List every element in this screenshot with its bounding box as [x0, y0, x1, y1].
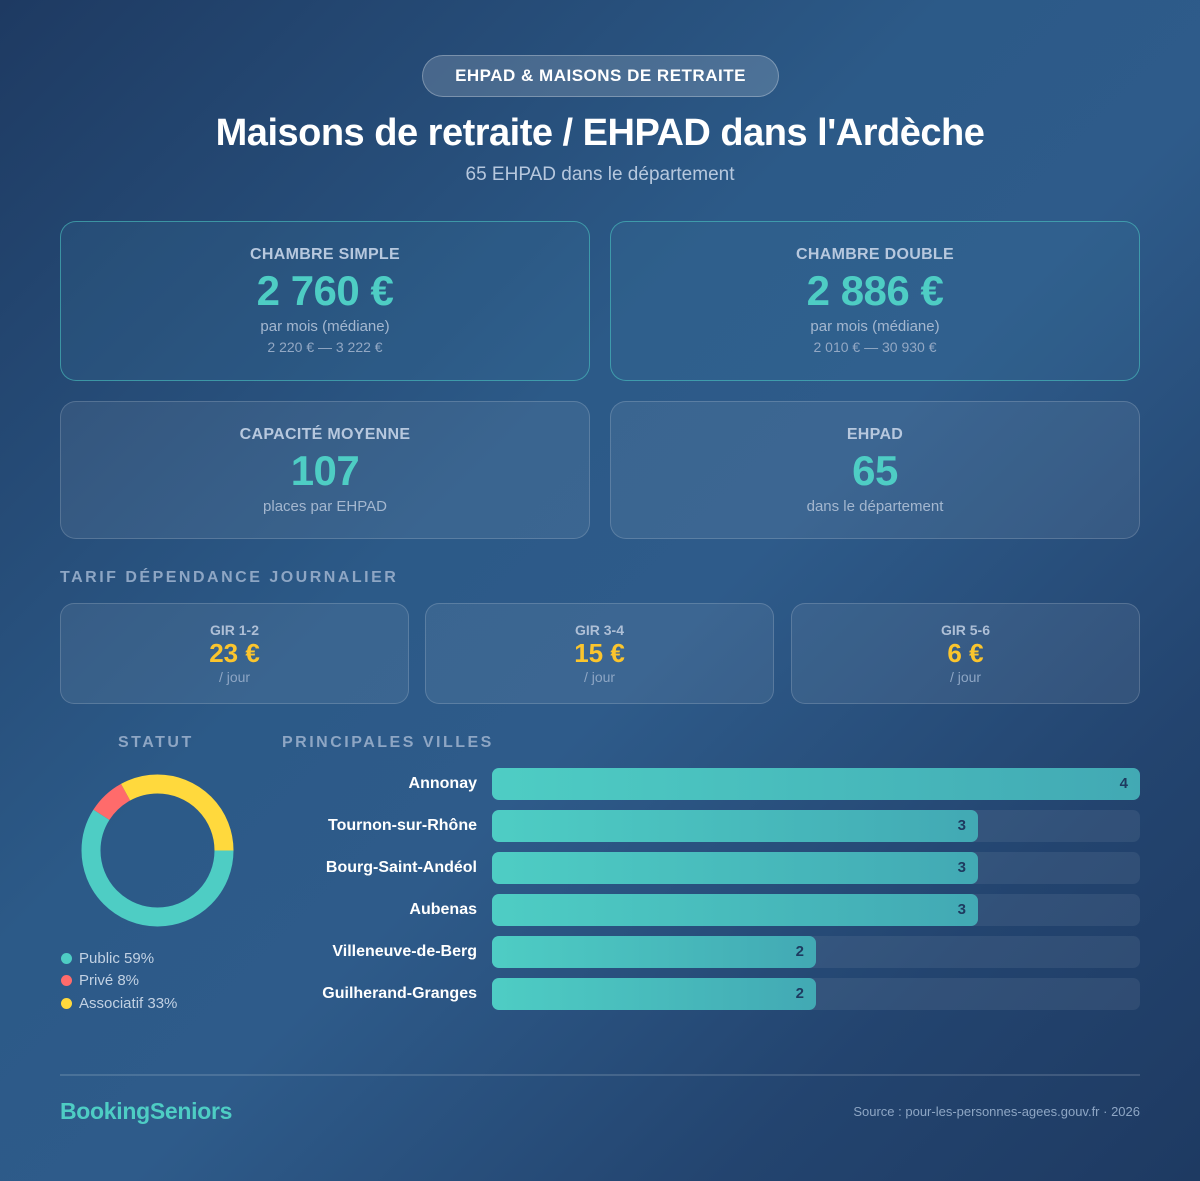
bar-row: Aubenas 3	[282, 894, 1140, 926]
stat-sublabel: dans le département	[806, 498, 944, 516]
statut-donut-chart	[81, 774, 234, 927]
bar-fill: 3	[492, 894, 978, 926]
gir-unit: / jour	[583, 669, 616, 686]
gir-value: 15 €	[574, 638, 625, 668]
stat-value: 2 760 €	[256, 267, 394, 314]
page-subtitle: 65 EHPAD dans le département	[465, 164, 735, 185]
statut-legend: Public 59% Privé 8% Associatif 33%	[60, 947, 177, 1015]
section-label-statut: STATUT	[118, 734, 194, 751]
gir-label: GIR 1-2	[209, 622, 259, 638]
bar-label: Aubenas	[409, 901, 477, 918]
legend-dot-icon	[61, 975, 72, 987]
bar-label: Villeneuve-de-Berg	[332, 943, 477, 960]
stat-value: 2 886 €	[806, 267, 944, 314]
stat-card-chambre-double: CHAMBRE DOUBLE 2 886 € par mois (médiane…	[610, 221, 1140, 381]
category-badge: EHPAD & MAISONS DE RETRAITE	[422, 55, 779, 97]
bar-label: Annonay	[408, 775, 477, 792]
legend-label: Privé 8%	[79, 972, 140, 990]
stat-card-capacite: CAPACITÉ MOYENNE 107 places par EHPAD	[60, 401, 590, 539]
gir-label: GIR 3-4	[574, 622, 624, 638]
gir-label: GIR 5-6	[940, 622, 990, 638]
stat-label: CHAMBRE SIMPLE	[250, 246, 400, 263]
bar-row: Annonay 4	[282, 768, 1140, 800]
bar-value: 4	[1119, 775, 1128, 792]
bar-track: 3	[492, 894, 1140, 926]
gir-card-5-6: GIR 5-6 6 € / jour	[791, 603, 1140, 704]
stat-sublabel: places par EHPAD	[263, 498, 387, 516]
stat-label: CAPACITÉ MOYENNE	[239, 426, 411, 443]
stat-value: 65	[852, 447, 898, 494]
gir-value: 23 €	[209, 638, 260, 668]
stat-label: EHPAD	[846, 426, 904, 443]
bar-value: 3	[957, 859, 966, 876]
bar-track: 3	[492, 852, 1140, 884]
stat-label: CHAMBRE DOUBLE	[796, 246, 954, 263]
legend-label: Associatif 33%	[79, 994, 178, 1012]
bar-label: Tournon-sur-Rhône	[327, 817, 477, 834]
section-label-villes: PRINCIPALES VILLES	[282, 734, 494, 751]
gir-unit: / jour	[218, 669, 251, 686]
bar-row: Villeneuve-de-Berg 2	[282, 936, 1140, 968]
legend-dot-icon	[61, 997, 72, 1009]
gir-card-1-2: GIR 1-2 23 € / jour	[60, 603, 409, 704]
brand-logo[interactable]: BookingSeniors	[60, 1098, 233, 1124]
bar-fill: 2	[492, 978, 816, 1010]
bar-track: 2	[492, 978, 1140, 1010]
bar-row: Bourg-Saint-Andéol 3	[282, 852, 1140, 884]
bar-track: 3	[492, 810, 1140, 842]
villes-bar-chart: Annonay 4 Tournon-sur-Rhône 3 Bourg-Sain…	[282, 768, 1140, 1020]
gir-unit: / jour	[949, 669, 982, 686]
stat-range: 2 220 € — 3 222 €	[267, 339, 383, 356]
bar-track: 4	[492, 768, 1140, 800]
legend-item-associatif: Associatif 33%	[60, 992, 177, 1015]
bar-fill: 3	[492, 852, 978, 884]
section-label-dependance: TARIF DÉPENDANCE JOURNALIER	[60, 569, 399, 586]
bar-label: Bourg-Saint-Andéol	[325, 859, 477, 876]
bar-value: 2	[795, 943, 804, 960]
bar-value: 3	[957, 817, 966, 834]
bar-fill: 4	[492, 768, 1140, 800]
stat-card-chambre-simple: CHAMBRE SIMPLE 2 760 € par mois (médiane…	[60, 221, 590, 381]
donut-segment-associatif	[81, 774, 234, 927]
gir-card-3-4: GIR 3-4 15 € / jour	[425, 603, 774, 704]
footer-divider	[60, 1074, 1140, 1076]
bar-row: Guilherand-Granges 2	[282, 978, 1140, 1010]
bar-row: Tournon-sur-Rhône 3	[282, 810, 1140, 842]
gir-value: 6 €	[947, 638, 984, 668]
bar-fill: 2	[492, 936, 816, 968]
stat-value: 107	[290, 447, 360, 494]
legend-item-prive: Privé 8%	[60, 970, 177, 993]
bar-track: 2	[492, 936, 1140, 968]
bar-value: 2	[795, 985, 804, 1002]
stat-sublabel: par mois (médiane)	[260, 318, 390, 336]
stat-card-ehpad-count: EHPAD 65 dans le département	[610, 401, 1140, 539]
bar-fill: 3	[492, 810, 978, 842]
stat-sublabel: par mois (médiane)	[810, 318, 940, 336]
legend-dot-icon	[61, 952, 72, 964]
bar-value: 3	[957, 901, 966, 918]
legend-label: Public 59%	[79, 949, 155, 967]
stat-range: 2 010 € — 30 930 €	[813, 339, 937, 356]
legend-item-public: Public 59%	[60, 947, 177, 970]
page-title: Maisons de retraite / EHPAD dans l'Ardèc…	[215, 112, 985, 154]
bar-label: Guilherand-Granges	[322, 985, 477, 1002]
source-text: Source : pour-les-personnes-agees.gouv.f…	[853, 1104, 1140, 1119]
